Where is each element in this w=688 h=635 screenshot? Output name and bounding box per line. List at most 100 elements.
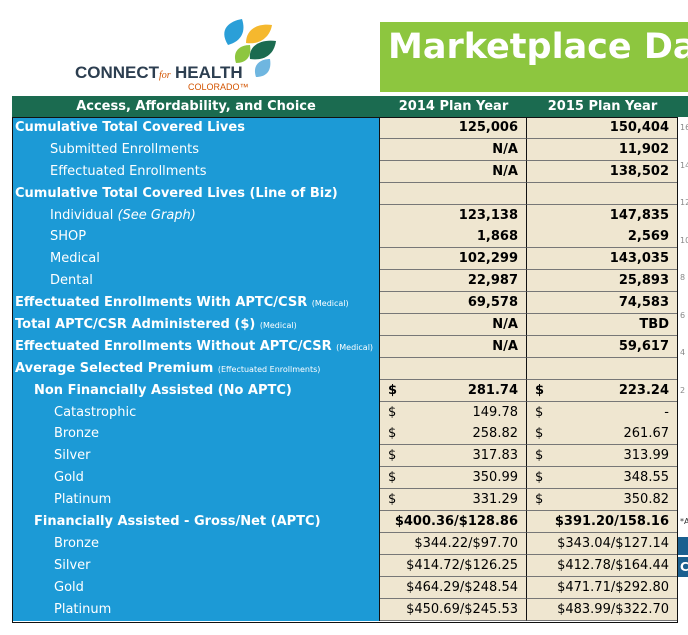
row-label: Effectuated Enrollments With APTC/CSR (M…	[12, 292, 380, 315]
row-label: Effectuated Enrollments	[12, 160, 380, 183]
row-label: Total APTC/CSR Administered ($) (Medical…	[12, 314, 380, 337]
amount: 350.82	[623, 492, 670, 508]
table-row: Individual (See Graph) 123,138 147,835	[12, 204, 678, 227]
logo-word: CONNECT	[75, 63, 160, 82]
row-label: SHOP	[12, 226, 380, 249]
value-cell: $313.99	[527, 445, 678, 468]
row-label: Bronze	[12, 532, 380, 555]
value-cell: $ -	[527, 401, 678, 424]
value-cell	[380, 182, 527, 205]
value-cell: $348.55	[527, 467, 678, 490]
leaf	[246, 24, 272, 44]
label-text: Dental	[50, 273, 93, 289]
table-row: Effectuated Enrollments With APTC/CSR (M…	[12, 292, 678, 315]
row-label: Cumulative Total Covered Lives (Line of …	[12, 182, 380, 205]
row-label: Financially Assisted - Gross/Net (APTC)	[12, 511, 380, 534]
amount: 313.99	[623, 448, 670, 464]
value-cell: $391.20/158.16	[527, 511, 678, 534]
value-cell: $400.36/$128.86	[380, 511, 527, 534]
row-label: Average Selected Premium (Effectuated En…	[12, 357, 380, 380]
table-row: Silver $414.72/$126.25 $412.78/$164.44	[12, 554, 678, 577]
label-text: Cumulative Total Covered Lives	[15, 120, 245, 135]
table-row: Dental 22,987 25,893	[12, 270, 678, 293]
label-text: Silver	[54, 557, 91, 573]
value-cell: $258.82	[380, 423, 527, 446]
label-text: Average Selected Premium	[15, 360, 214, 376]
label-text: Catastrophic	[54, 404, 137, 420]
table-row: Gold $464.29/$248.54 $471.71/$292.80	[12, 576, 678, 599]
value-cell: $350.99	[380, 467, 527, 490]
value-cell: $483.99/$322.70	[527, 598, 678, 621]
currency: $	[388, 470, 397, 486]
side-axis-label: 6	[680, 310, 686, 320]
side-strip	[678, 96, 688, 117]
value-cell: $350.82	[527, 489, 678, 512]
table-row: Bronze $258.82 $261.67	[12, 423, 678, 446]
side-cell: C	[678, 557, 688, 577]
value-cell: $464.29/$248.54	[380, 576, 527, 599]
label-text: Silver	[54, 448, 91, 464]
table-row: Effectuated Enrollments N/A 138,502	[12, 160, 678, 183]
currency: $	[388, 404, 397, 420]
table-row: Non Financially Assisted (No APTC) $281.7…	[12, 379, 678, 402]
value-cell	[380, 357, 527, 380]
value-cell: 102,299	[380, 248, 527, 271]
leaf	[234, 45, 251, 63]
logo-word: for	[159, 70, 171, 81]
side-axis-label: 10	[680, 235, 688, 245]
value-cell: $223.24	[527, 379, 678, 402]
logo: CONNECT for HEALTH COLORADO™	[75, 19, 276, 92]
table-row: Bronze $344.22/$97.70 $343.04/$127.14	[12, 532, 678, 555]
side-footnote: *A	[680, 517, 688, 526]
currency: $	[388, 492, 397, 508]
value-cell: N/A	[380, 314, 527, 337]
amount: 223.24	[618, 382, 669, 398]
table-row: Medical 102,299 143,035	[12, 248, 678, 271]
row-label: Gold	[12, 467, 380, 490]
table-row: Platinum $331.29 $350.82	[12, 489, 678, 512]
value-cell: N/A	[380, 335, 527, 358]
row-label: Gold	[12, 576, 380, 599]
table-row: Effectuated Enrollments Without APTC/CSR…	[12, 335, 678, 358]
value-cell: 123,138	[380, 204, 527, 227]
column-header: 2015 Plan Year	[547, 99, 658, 114]
amount: 317.83	[472, 448, 519, 464]
side-axis-label: 4	[680, 348, 686, 357]
label-text: Platinum	[54, 601, 112, 617]
amount: 258.82	[472, 426, 519, 442]
logo-word: HEALTH	[175, 63, 243, 82]
row-label: Platinum	[12, 489, 380, 512]
table-row: Silver $317.83 $313.99	[12, 445, 678, 468]
leaf	[224, 19, 244, 45]
table-row: Platinum $450.69/$245.53 $483.99/$322.70	[12, 598, 678, 621]
value-cell: $344.22/$97.70	[380, 532, 527, 555]
label-text: SHOP	[50, 229, 87, 245]
row-label: Bronze	[12, 423, 380, 446]
value-cell: 11,902	[527, 138, 678, 161]
value-cell: 22,987	[380, 270, 527, 293]
label-text: Medical	[50, 251, 100, 267]
side-axis-label: 14	[680, 160, 688, 170]
label-text: Gold	[54, 579, 84, 595]
amount: 348.55	[623, 470, 670, 486]
table-row: Cumulative Total Covered Lives 125,006 150…	[12, 117, 678, 139]
value-cell: $471.71/$292.80	[527, 576, 678, 599]
row-label: Non Financially Assisted (No APTC)	[12, 379, 380, 402]
label-text: Non Financially Assisted (No APTC)	[34, 382, 292, 398]
label-note: (Medical)	[336, 342, 374, 352]
amount: 261.67	[623, 426, 670, 442]
label-text: Cumulative Total Covered Lives (Line of …	[15, 185, 338, 201]
value-cell: 147,835	[527, 204, 678, 227]
value-cell: $331.29	[380, 489, 527, 512]
currency: $	[535, 448, 544, 464]
value-cell: $281.74	[380, 379, 527, 402]
column-header: Access, Affordability, and Choice	[76, 99, 316, 114]
leaf	[254, 59, 271, 77]
label-text: Platinum	[54, 492, 112, 508]
label-note: (Effectuated Enrollments)	[217, 364, 321, 374]
value-cell: $343.04/$127.14	[527, 532, 678, 555]
value-cell: N/A	[380, 160, 527, 183]
value-cell: 138,502	[527, 160, 678, 183]
row-label: Silver	[12, 445, 380, 468]
currency: $	[535, 382, 545, 398]
